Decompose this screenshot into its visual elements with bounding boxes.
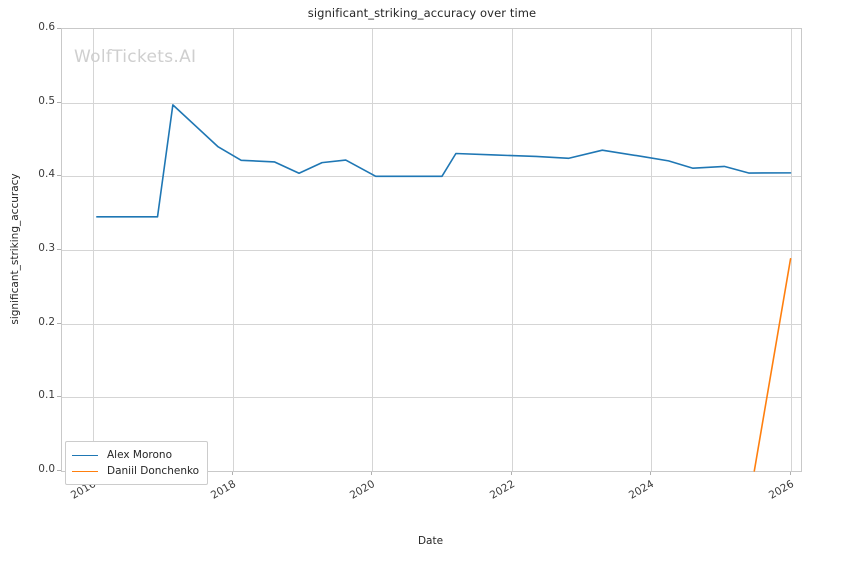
x-tick-label: 2022 xyxy=(487,478,517,502)
gridline-horizontal xyxy=(62,250,801,251)
x-axis-label: Date xyxy=(417,535,444,547)
gridline-horizontal xyxy=(62,102,801,104)
gridline-vertical xyxy=(790,29,792,471)
x-tick-label: 2026 xyxy=(766,478,796,502)
chart-legend[interactable]: Alex Morono Daniil Donchenko xyxy=(65,441,209,485)
y-tick-label: 0.6 xyxy=(38,21,55,33)
y-tick-mark xyxy=(57,249,61,250)
y-tick-label: 0.2 xyxy=(38,315,55,328)
y-tick-mark xyxy=(57,175,61,177)
y-tick-mark xyxy=(57,396,61,398)
series-layer xyxy=(96,104,792,472)
gridline-horizontal xyxy=(62,323,801,325)
x-tick-mark xyxy=(231,471,233,475)
y-tick-label: 0.1 xyxy=(38,389,55,402)
legend-item-label: Alex Morono xyxy=(107,449,172,461)
gridline-vertical xyxy=(651,29,653,471)
x-tick-mark xyxy=(789,471,791,475)
gridline-vertical xyxy=(232,29,234,471)
legend-item[interactable]: Daniil Donchenko xyxy=(72,463,199,479)
series-line xyxy=(96,104,792,218)
x-tick-label: 2024 xyxy=(626,478,657,502)
y-tick-label: 0.3 xyxy=(38,242,55,254)
x-tick-mark xyxy=(510,471,512,475)
y-tick-mark xyxy=(57,28,61,29)
x-tick-label: 2020 xyxy=(348,478,378,502)
gridline-vertical xyxy=(511,29,513,471)
legend-color-swatch xyxy=(72,470,98,472)
gridline-vertical xyxy=(93,29,95,471)
x-tick-label: 2018 xyxy=(208,478,238,502)
x-tick-mark xyxy=(650,471,652,475)
y-axis-label-container: significant_striking_accuracy xyxy=(6,28,24,470)
series-line xyxy=(753,258,792,472)
legend-item-label: Daniil Donchenko xyxy=(107,465,200,477)
x-tick-mark xyxy=(371,471,373,475)
chart-title: significant_striking_accuracy over time xyxy=(307,6,537,20)
plot-area: WolfTickets.AI xyxy=(61,28,802,472)
y-tick-label: 0.0 xyxy=(38,463,55,475)
gridline-vertical xyxy=(372,29,374,471)
legend-item[interactable]: Alex Morono xyxy=(72,447,199,463)
y-tick-label: 0.5 xyxy=(38,94,55,107)
y-tick-mark xyxy=(57,101,61,103)
y-tick-mark xyxy=(57,322,61,324)
legend-color-swatch xyxy=(72,454,98,456)
y-tick-label: 0.4 xyxy=(38,168,55,181)
y-axis-label: significant_striking_accuracy xyxy=(9,173,21,325)
gridline-horizontal xyxy=(62,397,801,399)
y-tick-mark xyxy=(57,470,61,471)
